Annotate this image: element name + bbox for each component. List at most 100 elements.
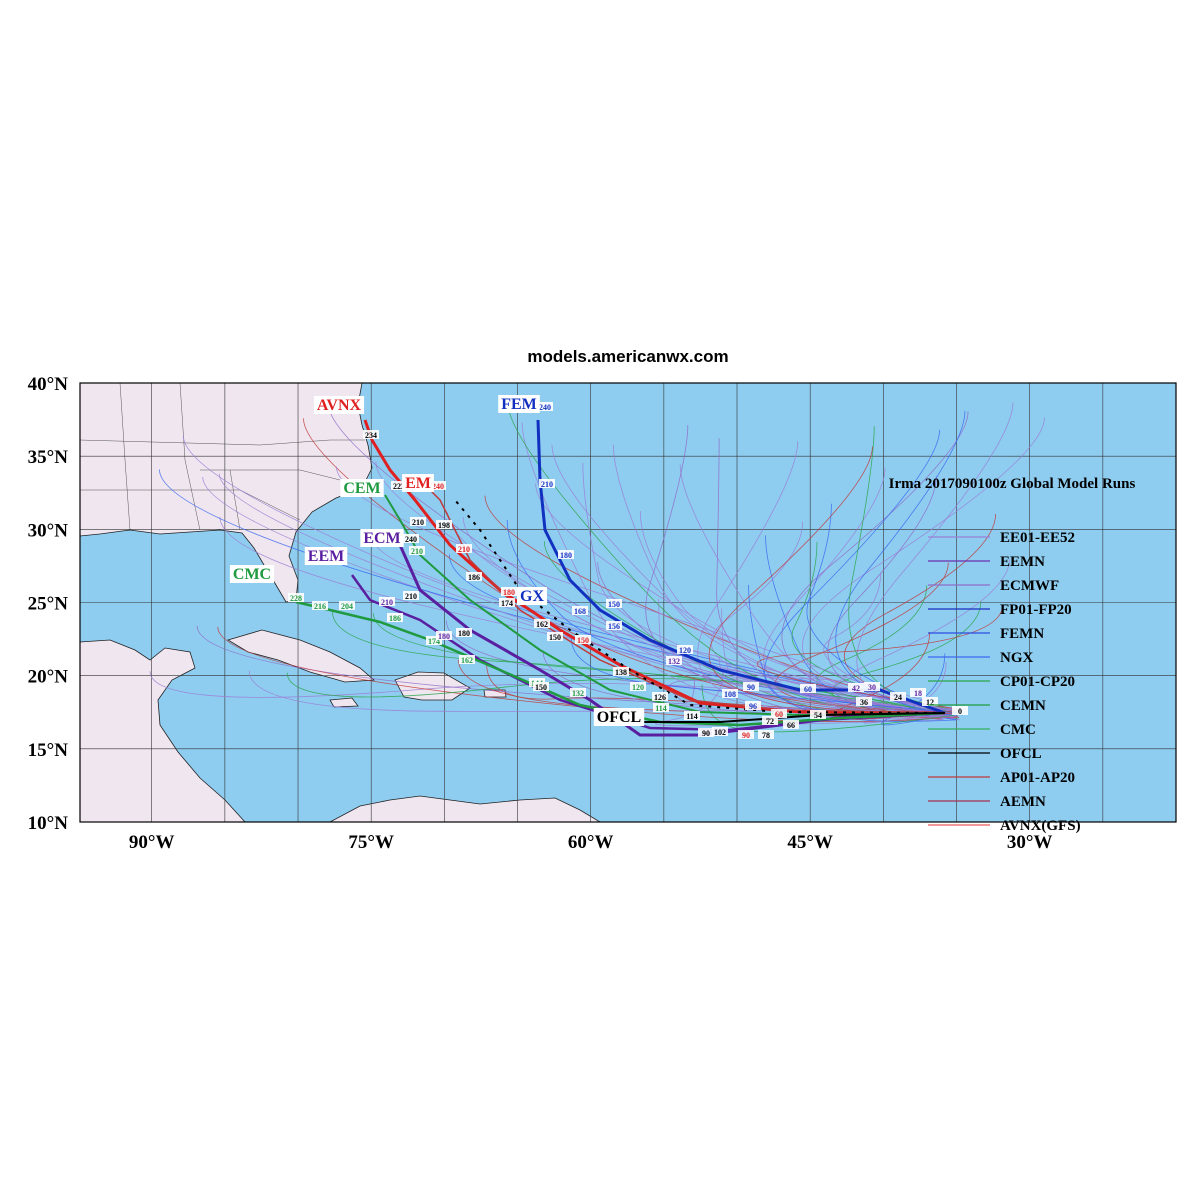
hour-label-box — [743, 682, 759, 691]
hour-label: 168 — [574, 607, 586, 616]
model-label: CEM — [343, 480, 380, 497]
hour-label-box — [426, 636, 442, 645]
hour-label-box — [558, 550, 574, 559]
hour-label: 162 — [461, 656, 473, 665]
model-track — [639, 511, 942, 710]
hour-label: 186 — [389, 614, 401, 623]
lat-tick-label: 30°N — [28, 520, 69, 541]
legend-label: EEMN — [1000, 554, 1045, 570]
lat-tick-label: 25°N — [28, 594, 69, 615]
hour-label: 90 — [702, 729, 710, 738]
hour-label: 90 — [747, 683, 755, 692]
hour-label: 150 — [577, 636, 589, 645]
legend-label: FP01-FP20 — [1000, 602, 1072, 618]
hour-label: 180 — [458, 629, 470, 638]
legend-label: AP01-AP20 — [1000, 770, 1075, 786]
model-track — [669, 678, 945, 717]
hour-label-box — [652, 692, 668, 701]
hour-label-box — [613, 667, 629, 676]
hour-label: 60 — [775, 710, 783, 719]
model-track — [716, 438, 943, 720]
legend-label: AVNX(GFS) — [1000, 818, 1081, 834]
central-america — [80, 639, 246, 822]
lat-tick-label: 20°N — [28, 667, 69, 688]
model-track — [217, 626, 959, 722]
hour-label: 210 — [412, 518, 424, 527]
hour-label: 240 — [405, 535, 417, 544]
legend-label: NGX — [1000, 650, 1034, 666]
model-track — [827, 476, 948, 711]
model-label: CMC — [233, 566, 271, 583]
model-label-box — [517, 587, 547, 605]
hour-label: 54 — [814, 711, 822, 720]
hour-label: 234 — [365, 431, 377, 440]
hour-label: 240 — [432, 482, 444, 491]
hour-label-box — [783, 720, 799, 729]
legend-label: OFCL — [1000, 746, 1042, 762]
hour-label: 60 — [804, 685, 812, 694]
jamaica — [329, 697, 359, 708]
model-label: ECM — [363, 530, 400, 547]
hour-label-box — [758, 730, 774, 739]
hour-label-box — [630, 682, 646, 691]
hour-label: 126 — [654, 693, 666, 702]
lon-tick-label: 30°W — [1007, 832, 1053, 853]
model-track — [535, 483, 955, 719]
hour-label-box — [436, 631, 452, 640]
legend-label: AEMN — [1000, 794, 1046, 810]
legend-label: ECMWF — [1000, 578, 1059, 594]
legend: EE01-EE52 EEMN ECMWF FP01-FP20 FEMN NGX CP01-C… — [928, 530, 1081, 834]
hour-label-box — [501, 587, 517, 596]
hour-label-box — [864, 682, 880, 691]
hour-label-box — [762, 716, 778, 725]
hour-label: 78 — [762, 731, 770, 740]
hour-label: 132 — [572, 689, 584, 698]
hour-label-box — [403, 591, 419, 600]
cuba — [227, 629, 376, 683]
grid — [80, 383, 1176, 822]
hour-label: 120 — [632, 683, 644, 692]
hour-label: 0 — [958, 707, 962, 716]
model-label: GX — [520, 588, 544, 605]
border — [179, 383, 201, 531]
hour-label: 210 — [411, 547, 423, 556]
model-track — [506, 519, 957, 721]
hour-label-box — [459, 655, 475, 664]
lon-tick-label: 45°W — [787, 832, 833, 853]
model-track — [833, 632, 958, 720]
hour-label-box — [391, 481, 407, 490]
hour-label-box — [922, 697, 938, 706]
hour-label-box — [952, 706, 968, 715]
hour-label-box — [677, 645, 693, 654]
model-track — [182, 435, 942, 709]
model-track — [328, 403, 943, 713]
hour-label-box — [575, 635, 591, 644]
hour-label-box — [379, 597, 395, 606]
hour-label: 156 — [608, 622, 620, 631]
hour-label-box — [712, 727, 728, 736]
hour-label-box — [738, 730, 754, 739]
hour-label: 180 — [560, 551, 572, 560]
hour-label-box — [533, 682, 549, 691]
hour-labels: 2342222402402102402101982101861801741621… — [288, 402, 968, 740]
main-track — [536, 419, 946, 715]
hour-label: 150 — [535, 683, 547, 692]
puerto-rico — [483, 689, 507, 698]
south-america — [329, 795, 601, 822]
model-label-box — [593, 708, 645, 726]
model-track — [679, 464, 947, 718]
model-label: AVNX — [317, 397, 362, 414]
hour-label: 186 — [468, 573, 480, 582]
lon-tick-label: 60°W — [568, 832, 614, 853]
hour-label-box — [466, 572, 482, 581]
hour-label-box — [653, 703, 669, 712]
hour-label: 66 — [787, 721, 795, 730]
hour-label: 72 — [766, 717, 774, 726]
hour-label: 30 — [868, 683, 876, 692]
model-track — [763, 467, 954, 710]
hour-label: 150 — [549, 633, 561, 642]
hour-label: 204 — [341, 602, 353, 611]
hour-label-box — [456, 544, 472, 553]
hour-label: 120 — [679, 646, 691, 655]
hour-label-box — [339, 601, 355, 610]
